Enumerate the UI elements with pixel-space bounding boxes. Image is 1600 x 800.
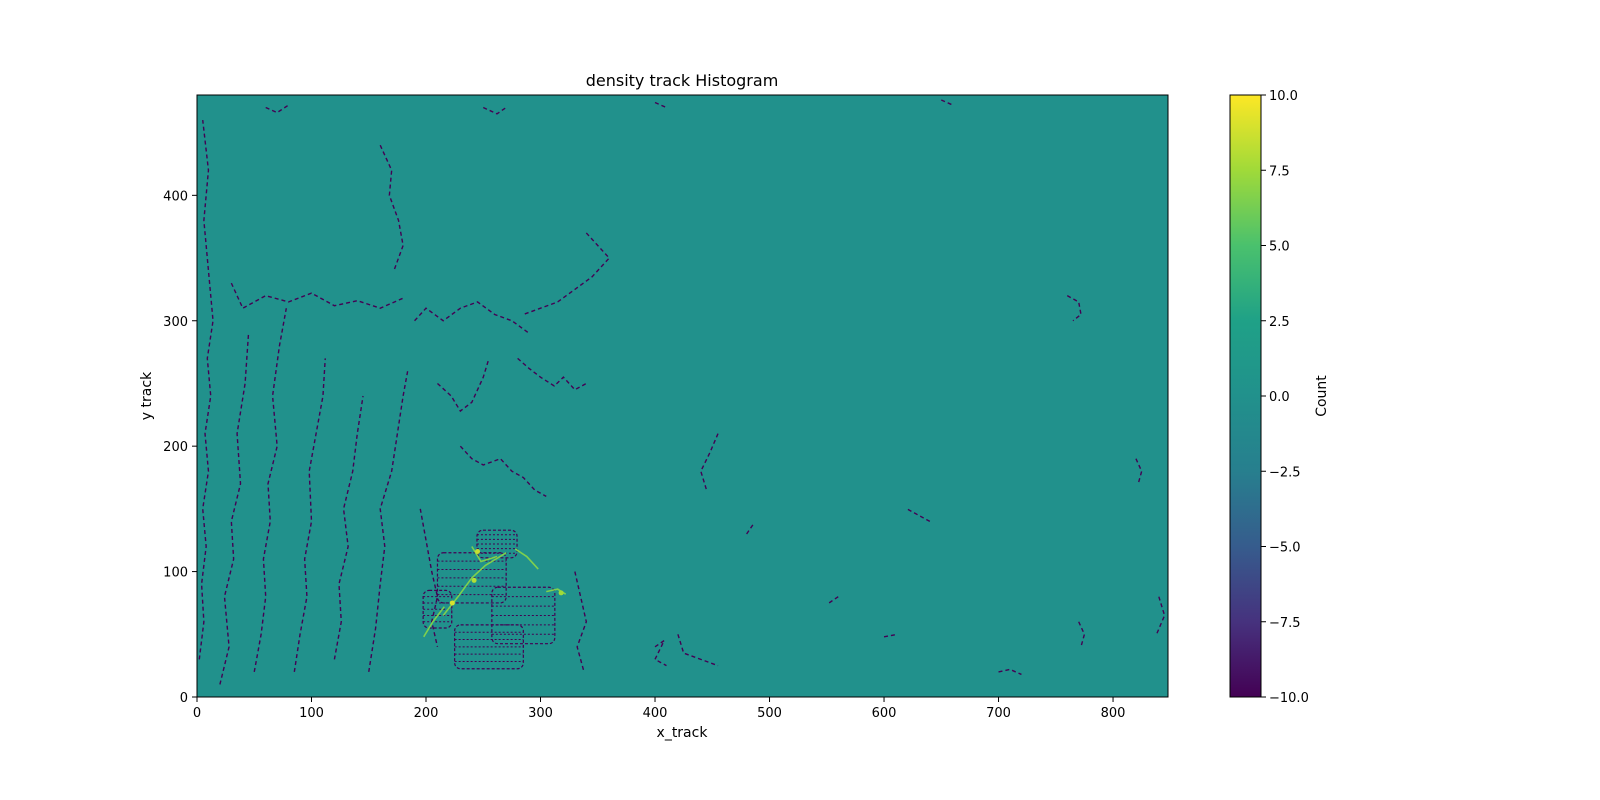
positive-hotspot (558, 590, 564, 596)
colorbar-tick-label: −5.0 (1269, 541, 1301, 556)
negative-track-trace (419, 508, 439, 647)
x-tick-label: 200 (414, 706, 439, 721)
positive-track-trace (471, 546, 498, 563)
negative-track-trace (219, 333, 250, 685)
negative-track-trace (459, 445, 547, 497)
y-tick-label: 300 (163, 315, 188, 330)
negative-track-trace (574, 571, 588, 673)
negative-track-trace (1135, 458, 1143, 484)
colorbar-tick-label: 0.0 (1269, 390, 1290, 405)
x-tick-label: 700 (986, 706, 1011, 721)
negative-track-trace (333, 395, 364, 660)
colorbar-tick-label: 7.5 (1269, 164, 1290, 179)
negative-track-trace (746, 523, 755, 535)
x-tick-label: 600 (872, 706, 897, 721)
x-tick-label: 500 (757, 706, 782, 721)
negative-track-trace (654, 638, 667, 667)
negative-track-trace (654, 101, 667, 109)
negative-track-trace (253, 308, 288, 673)
negative-track-trace (517, 357, 587, 391)
negative-track-trace (230, 282, 404, 310)
y-axis: 0 100 200 300 400 (163, 189, 197, 706)
negative-track-trace (436, 358, 490, 413)
x-axis-label: x_track (657, 725, 709, 741)
x-tick-label: 100 (299, 706, 324, 721)
colorbar: 10.0 7.5 5.0 2.5 0.0 −2.5 −5.0 −7.5 −10.0 Count (1229, 89, 1330, 706)
heatmap-marks (198, 99, 1166, 685)
colorbar-tick-label: −10.0 (1269, 691, 1309, 706)
heatmap-background (197, 95, 1168, 697)
y-tick-label: 400 (163, 189, 188, 204)
x-axis: 0 100 200 300 400 500 600 700 800 (193, 697, 1126, 721)
negative-track-trace (482, 106, 507, 115)
negative-track-trace (198, 120, 214, 660)
negative-track-trace (828, 596, 839, 604)
negative-track-trace (379, 144, 404, 271)
negative-track-trace (368, 370, 409, 673)
positive-hotspot (449, 600, 455, 606)
negative-track-trace (677, 634, 719, 667)
positive-hotspot (471, 577, 477, 583)
x-tick-label: 0 (193, 706, 201, 721)
negative-track-trace (523, 232, 611, 316)
colorbar-gradient (1229, 94, 1262, 698)
negative-track-trace (940, 99, 954, 106)
positive-track-trace (423, 606, 445, 638)
positive-hotspot (475, 549, 481, 555)
colorbar-tick-label: 10.0 (1269, 89, 1298, 104)
dense-negative-region (436, 552, 507, 604)
x-tick-label: 400 (643, 706, 668, 721)
colorbar-tick-label: −7.5 (1269, 616, 1301, 631)
plot-frame (196, 94, 1169, 698)
y-tick-label: 100 (163, 566, 188, 581)
x-tick-label: 300 (528, 706, 553, 721)
plot-area (196, 94, 1169, 698)
colorbar-tick-label: 5.0 (1269, 240, 1290, 255)
colorbar-ticks: 10.0 7.5 5.0 2.5 0.0 −2.5 −5.0 −7.5 −10.0 (1261, 89, 1309, 706)
negative-track-trace (906, 508, 931, 523)
negative-track-trace (1078, 621, 1086, 648)
negative-track-trace (414, 301, 530, 334)
y-tick-label: 200 (163, 440, 188, 455)
negative-track-trace (1066, 295, 1082, 322)
colorbar-tick-label: −2.5 (1269, 465, 1301, 480)
negative-track-trace (265, 104, 289, 114)
y-tick-label: 0 (180, 691, 188, 706)
negative-track-trace (883, 633, 898, 638)
negative-track-trace (998, 668, 1022, 676)
positive-track-trace (514, 548, 539, 570)
chart-title: density track Histogram (586, 71, 779, 90)
negative-track-trace (700, 433, 719, 491)
colorbar-label: Count (1314, 375, 1330, 417)
colorbar-tick-label: 2.5 (1269, 315, 1290, 330)
negative-track-trace (293, 358, 326, 673)
x-tick-label: 800 (1101, 706, 1126, 721)
y-axis-label: y track (139, 371, 155, 420)
